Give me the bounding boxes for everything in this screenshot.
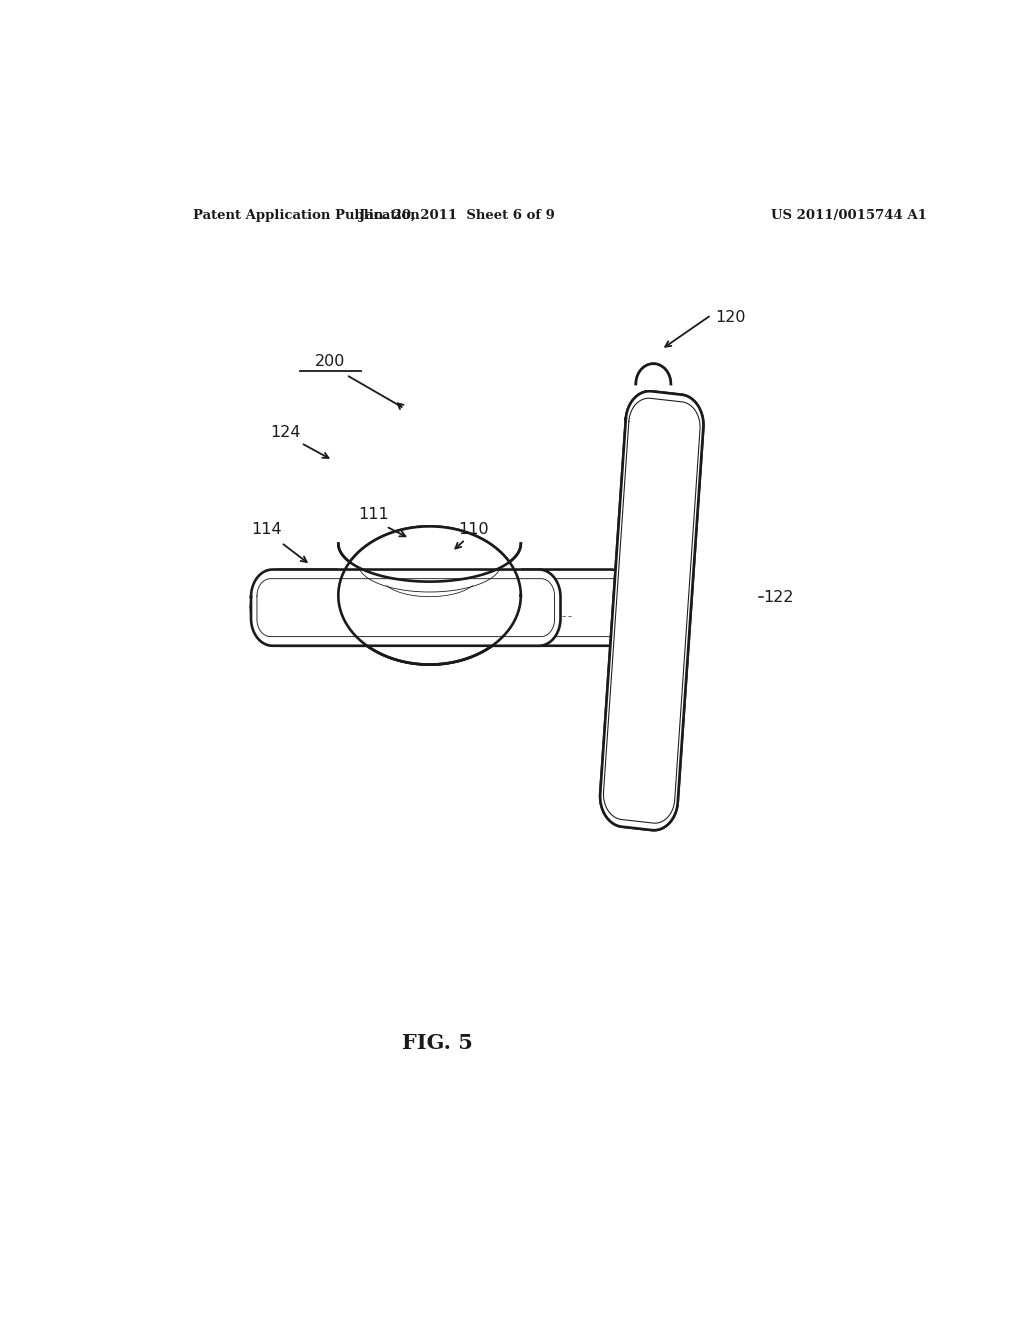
Polygon shape (636, 364, 671, 389)
Polygon shape (636, 364, 671, 389)
Text: 111: 111 (358, 507, 389, 521)
Text: 200: 200 (315, 354, 345, 370)
Text: 120: 120 (715, 310, 745, 326)
Polygon shape (338, 589, 521, 664)
Text: 122: 122 (763, 590, 794, 605)
Polygon shape (338, 595, 521, 664)
Polygon shape (600, 391, 703, 830)
Polygon shape (338, 527, 521, 595)
Text: US 2011/0015744 A1: US 2011/0015744 A1 (771, 209, 927, 222)
Polygon shape (338, 527, 521, 664)
Text: 110: 110 (458, 521, 488, 537)
Polygon shape (600, 391, 703, 830)
Polygon shape (251, 569, 640, 645)
Text: FIG. 5: FIG. 5 (402, 1032, 473, 1052)
Text: 124: 124 (270, 425, 300, 441)
Text: 114: 114 (252, 521, 283, 537)
Text: Jan. 20, 2011  Sheet 6 of 9: Jan. 20, 2011 Sheet 6 of 9 (359, 209, 555, 222)
Polygon shape (338, 544, 521, 595)
Text: Patent Application Publication: Patent Application Publication (194, 209, 420, 222)
Polygon shape (251, 569, 560, 645)
